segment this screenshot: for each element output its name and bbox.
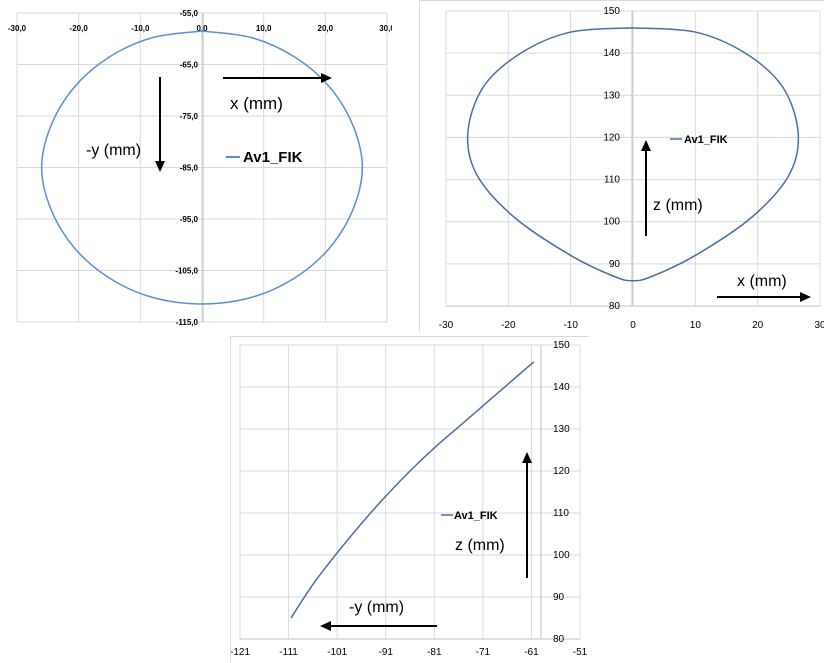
- y-tick-label: 140: [553, 382, 570, 393]
- y-tick-label: 90: [553, 592, 565, 603]
- y-tick-label: 120: [553, 466, 570, 477]
- x-annotation-label: x (mm): [737, 273, 787, 290]
- x-tick-label: -51: [573, 647, 588, 658]
- legend-label: Av1_FIK: [454, 510, 498, 522]
- legend: Av1_FIK: [670, 134, 728, 146]
- x-tick-label: 0,0: [196, 24, 208, 33]
- x-tick-label: 20: [752, 320, 764, 331]
- tick-labels: -30,0 -20,0 -10,0 0,0 10,0 20,0 30,0 -55,0 -65,0…: [8, 9, 392, 327]
- legend: Av1_FIK: [226, 149, 303, 166]
- x-tick-label: -111: [279, 647, 298, 658]
- x-tick-label: -91: [378, 647, 393, 658]
- axes: [446, 11, 820, 307]
- series-line-av1-fik: [466, 27, 800, 282]
- x-tick-label: -30,0: [8, 24, 27, 33]
- y-tick-label: 90: [609, 259, 621, 270]
- gridlines: [239, 344, 581, 640]
- chart-y-vs-z: -121 -111 -101 -91 -81 -71 -61 -51 80 90 100 110 120…: [230, 336, 589, 663]
- x-tick-label: 30,0: [379, 24, 392, 33]
- y-tick-label: 80: [553, 634, 565, 645]
- y-arrow-head: [155, 161, 165, 172]
- series-line-av1-fik: [290, 361, 535, 619]
- x-tick-label: 20,0: [318, 24, 334, 33]
- annotation-y: -y (mm): [86, 77, 165, 172]
- y-tick-label: 120: [603, 132, 620, 143]
- annotation-x: x (mm): [717, 273, 811, 302]
- annotation-y: -y (mm): [320, 599, 437, 631]
- chart-x-vs-z-svg: -30 -20 -10 0 10 20 30 80 90 100 110 120 130 140 150 A…: [439, 6, 824, 331]
- x-annotation-label: x (mm): [230, 94, 283, 113]
- legend: Av1_FIK: [441, 510, 498, 522]
- axes: [240, 345, 580, 640]
- annotation-z: z (mm): [455, 452, 532, 578]
- gridlines: [16, 12, 388, 323]
- x-tick-label: -30: [439, 320, 454, 331]
- chart-x-vs-z: -30 -20 -10 0 10 20 30 80 90 100 110 120 130 140 150 A…: [419, 0, 824, 331]
- x-tick-label: -61: [524, 647, 539, 658]
- tick-labels: -121 -111 -101 -91 -81 -71 -61 -51 80 90 100 110 120…: [231, 340, 588, 658]
- legend-label: Av1_FIK: [684, 134, 728, 146]
- chart-x-vs-y: -30,0 -20,0 -10,0 0,0 10,0 20,0 30,0 -55,0 -65,0…: [0, 0, 392, 328]
- x-tick-label: -10,0: [131, 24, 150, 33]
- chart-x-vs-y-svg: -30,0 -20,0 -10,0 0,0 10,0 20,0 30,0 -55,0 -65,0…: [8, 9, 392, 327]
- z-arrow-head: [522, 452, 532, 463]
- y-tick-label: -95,0: [180, 215, 199, 224]
- y-tick-label: -105,0: [175, 267, 198, 276]
- chart-y-vs-z-svg: -121 -111 -101 -91 -81 -71 -61 -51 80 90 100 110 120…: [231, 340, 588, 658]
- x-tick-label: -71: [476, 647, 491, 658]
- y-tick-label: 100: [603, 217, 620, 228]
- x-tick-label: 0: [630, 320, 636, 331]
- x-tick-label: 30: [814, 320, 824, 331]
- x-tick-label: 10: [690, 320, 702, 331]
- y-tick-label: -115,0: [176, 318, 199, 327]
- legend-label: Av1_FIK: [243, 149, 303, 166]
- x-arrow-head: [800, 292, 811, 302]
- y-tick-label: -65,0: [180, 61, 199, 70]
- x-arrow-head: [321, 73, 332, 83]
- y-tick-label: 130: [553, 424, 570, 435]
- x-tick-label: -101: [327, 647, 347, 658]
- y-tick-label: 140: [603, 48, 620, 59]
- x-tick-label: -81: [427, 647, 442, 658]
- y-tick-label: 150: [553, 340, 570, 351]
- tick-labels: -30 -20 -10 0 10 20 30 80 90 100 110 120 130 140 150: [439, 6, 824, 331]
- x-tick-label: -20: [501, 320, 516, 331]
- series-line-av1-fik: [40, 30, 364, 305]
- y-tick-label: -85,0: [180, 164, 199, 173]
- z-annotation-label: z (mm): [455, 537, 505, 554]
- gridlines: [445, 10, 821, 307]
- y-tick-label: 130: [603, 90, 620, 101]
- y-tick-label: 100: [553, 550, 570, 561]
- y-annotation-label: -y (mm): [349, 599, 404, 616]
- x-tick-label: -121: [231, 647, 250, 658]
- y-tick-label: -55,0: [180, 9, 199, 18]
- y-tick-label: 80: [609, 301, 621, 312]
- y-tick-label: 110: [553, 508, 569, 519]
- annotation-z: z (mm): [641, 140, 703, 236]
- x-tick-label: -10: [563, 320, 578, 331]
- y-tick-label: 150: [603, 6, 620, 17]
- z-annotation-label: z (mm): [653, 197, 703, 214]
- y-annotation-label: -y (mm): [86, 142, 141, 159]
- x-tick-label: -20,0: [70, 24, 89, 33]
- y-tick-label: -75,0: [180, 112, 199, 121]
- z-arrow-head: [641, 140, 651, 151]
- x-tick-label: 10,0: [256, 24, 272, 33]
- y-tick-label: 110: [604, 175, 620, 186]
- y-arrow-head: [320, 621, 331, 631]
- annotation-x: x (mm): [223, 73, 332, 113]
